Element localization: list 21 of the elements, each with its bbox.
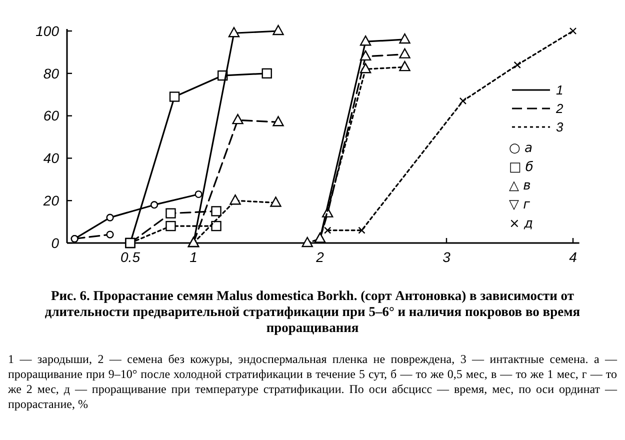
y-tick-label: 100: [36, 22, 60, 39]
x-tick-label: 4: [569, 249, 578, 265]
annotation: × д: [509, 216, 534, 232]
y-tick-label: 20: [42, 192, 60, 208]
annotation: △ в: [509, 178, 531, 194]
y-tick-label: 0: [51, 234, 60, 251]
y-tick-label: 40: [43, 150, 60, 166]
x-tick-label: 2: [315, 249, 324, 265]
annotation: 1: [556, 82, 564, 98]
x-tick-label: 3: [442, 249, 451, 265]
annotation: □ б: [509, 160, 534, 175]
annotation: 2: [555, 101, 564, 116]
y-tick-label: 60: [43, 108, 60, 124]
y-tick-label: 80: [43, 65, 60, 82]
text: Рис. 6. Прорастание семян Malus domestica Borkh. (сорт Антоновка) в зависимости от длительности предварительной стратификации при 5–6° и наличия покровов во время проращивания: [44, 288, 582, 336]
annotation: 3: [556, 120, 564, 135]
annotation: ▽ г: [509, 197, 530, 212]
x-tick-label: 1: [190, 249, 198, 265]
x-tick-label: 0.5: [120, 249, 140, 265]
text: 1 — зародыши, 2 — семена без кожуры, эндоспермальная пленка не повреждена, 3 — интактные семена. а — проращивание при 9–10° после холодной стратификации в течение 5 сут, б — то же 0,5 мес, в — то же 1 мес, г — то же 2 мес, д — проращивание при температуре стратификации. По оси абсцисс — время, мес, по оси ординат — прорастание, %: [8, 352, 617, 412]
annotation: ○ а: [509, 141, 532, 156]
